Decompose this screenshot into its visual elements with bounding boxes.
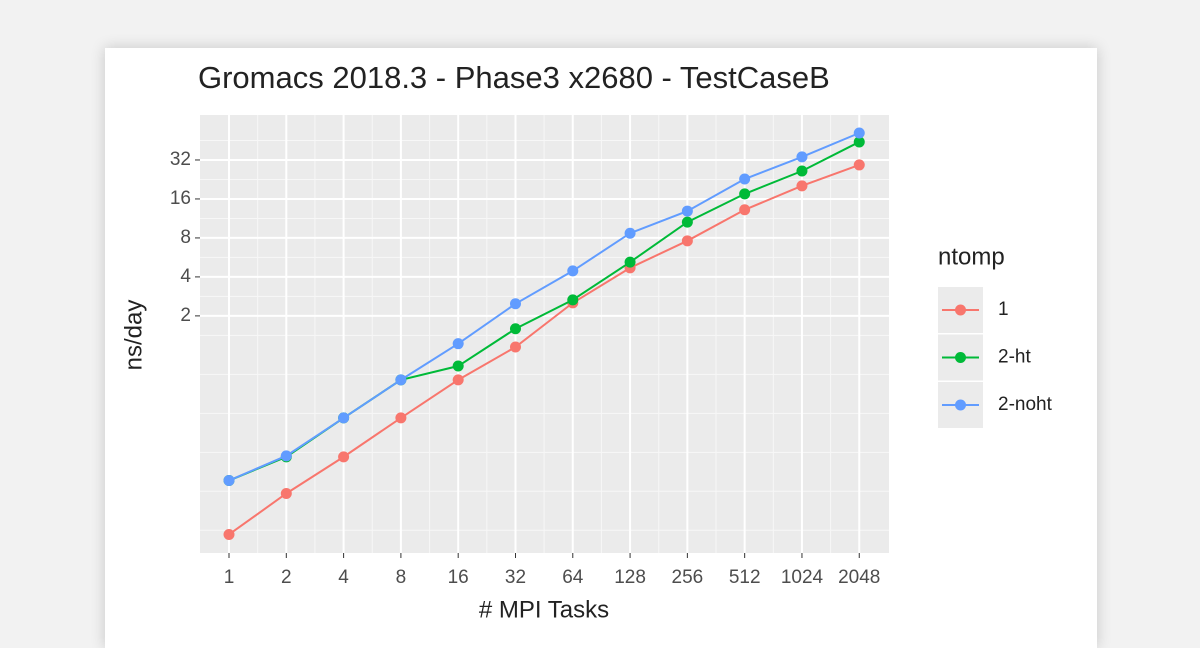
x-tick-label: 256 [672, 567, 704, 588]
data-point [681, 216, 693, 228]
y-tick-label: 32 [170, 149, 191, 170]
x-tick-label: 512 [729, 567, 761, 588]
data-point [223, 528, 235, 540]
data-point [567, 265, 579, 277]
data-point [452, 338, 464, 350]
data-point [452, 374, 464, 386]
x-axis-label: # MPI Tasks [479, 596, 609, 623]
data-point [338, 451, 350, 463]
y-tick-label: 2 [180, 305, 191, 326]
x-tick-label: 2048 [838, 567, 880, 588]
data-point [452, 360, 464, 372]
y-tick-label: 8 [180, 227, 191, 248]
chart: Gromacs 2018.3 - Phase3 x2680 - TestCase… [120, 60, 1053, 623]
data-point [280, 487, 292, 499]
data-point [796, 151, 808, 163]
data-point [567, 294, 579, 306]
data-point [796, 165, 808, 177]
legend-point [955, 352, 966, 363]
data-point [395, 374, 407, 386]
data-point [509, 323, 521, 335]
x-tick-label: 1 [224, 567, 235, 588]
x-tick-label: 128 [614, 567, 646, 588]
x-tick-label: 4 [338, 567, 349, 588]
x-tick-label: 2 [281, 567, 292, 588]
data-point [509, 341, 521, 353]
x-tick-label: 1024 [781, 567, 824, 588]
series-line [228, 163, 860, 536]
data-point [509, 298, 521, 310]
legend-label: 2-ht [998, 347, 1031, 368]
series-line [228, 132, 860, 482]
chart-title: Gromacs 2018.3 - Phase3 x2680 - TestCase… [198, 60, 830, 95]
data-point [853, 127, 865, 139]
y-axis-label: ns/day [120, 300, 147, 371]
x-tick-label: 16 [448, 567, 469, 588]
legend-title: ntomp [938, 243, 1005, 270]
data-point [681, 235, 693, 247]
data-point [739, 204, 751, 216]
data-point [395, 412, 407, 424]
data-point [796, 180, 808, 192]
data-point [853, 159, 865, 171]
data-point [739, 173, 751, 185]
x-tick-label: 32 [505, 567, 526, 588]
y-tick-label: 4 [180, 266, 191, 287]
page: {"chart_data": { "type": "line", "title"… [105, 48, 1097, 648]
data-point [280, 450, 292, 462]
x-tick-label: 8 [396, 567, 407, 588]
y-tick-label: 16 [170, 188, 191, 209]
legend-point [955, 399, 966, 411]
data-point [223, 475, 235, 487]
x-tick-label: 64 [562, 567, 584, 588]
data-point [681, 205, 693, 217]
data-point [853, 136, 865, 148]
data-point [338, 412, 350, 424]
legend-label: 2-noht [998, 394, 1053, 415]
legend-label: 1 [998, 299, 1009, 320]
data-point [624, 256, 636, 268]
data-point [739, 188, 751, 200]
legend-point [955, 304, 966, 316]
data-point [624, 227, 636, 239]
